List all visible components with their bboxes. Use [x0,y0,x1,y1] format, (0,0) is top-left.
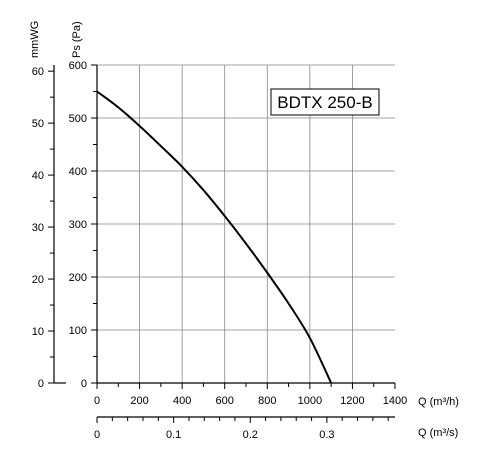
performance-curve [96,90,333,384]
y-tick-label-mmwg: 30 [32,222,44,234]
y-tick-label-mmwg: 60 [32,66,44,78]
y-tick-label-pa: 300 [69,219,87,231]
x-tick-label-m3h: 400 [173,395,191,407]
x-tick-label-m3s: 0.1 [166,429,181,441]
axis-title-mmwg: mmWG [29,21,41,58]
y-tick-label-mmwg: 0 [38,378,44,390]
x-tick-label-m3h: 1400 [383,395,407,407]
x-tick-label-m3h: 0 [94,395,100,407]
x-tick-label-m3h: 600 [216,395,234,407]
y-tick-label-pa: 500 [69,113,87,125]
curve-layer [96,90,333,384]
model-label: BDTX 250-B [277,93,372,112]
y-tick-label-mmwg: 40 [32,170,44,182]
x-tick-label-m3s: 0 [94,429,100,441]
y-tick-label-pa: 600 [69,60,87,72]
x-tick-label-m3s: 0.2 [243,429,258,441]
x-axis-title-m3h: Q (m³/h) [418,396,459,408]
y-tick-label-pa: 100 [69,325,87,337]
y-tick-label-mmwg: 20 [32,274,44,286]
x-tick-label-m3s: 0.3 [319,429,334,441]
x-tick-label-m3h: 1000 [298,395,322,407]
axes [48,64,396,423]
model-label-box: BDTX 250-B [270,88,380,116]
y-tick-label-pa: 0 [81,378,87,390]
y-tick-label-mmwg: 50 [32,118,44,130]
grid-lines [97,64,395,383]
y-tick-label-pa: 200 [69,272,87,284]
x-tick-label-m3h: 200 [130,395,148,407]
axis-title-pa: Ps (Pa) [71,21,83,58]
x-axis-title-m3s: Q (m³/s) [418,427,458,439]
x-tick-label-m3h: 1200 [340,395,364,407]
y-tick-label-mmwg: 10 [32,326,44,338]
x-tick-label-m3h: 800 [258,395,276,407]
y-tick-label-pa: 400 [69,166,87,178]
